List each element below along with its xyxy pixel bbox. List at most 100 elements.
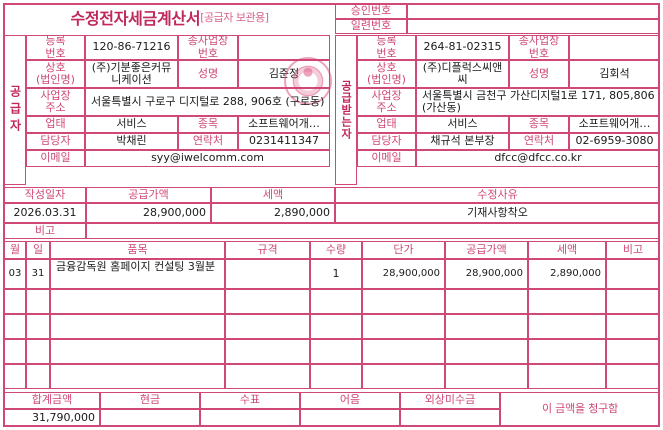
supply-amount-value[interactable]: 28,900,000 (86, 203, 211, 223)
table-row-month[interactable] (4, 314, 26, 339)
table-row-day[interactable] (26, 339, 50, 364)
supplier-contact-name[interactable]: 박채린 (85, 133, 178, 150)
charge-note: 이 금액을 청구함 (500, 392, 660, 427)
table-row-remark[interactable] (606, 314, 660, 339)
table-row-qty[interactable]: 1 (310, 259, 362, 289)
table-row-month[interactable]: 03 (4, 259, 26, 289)
supplier-company-label: 상호 (법인명) (26, 60, 85, 88)
table-row-remark[interactable] (606, 364, 660, 389)
recipient-email-value[interactable]: dfcc@dfcc.co.kr (416, 150, 660, 167)
items-col-tax: 세액 (528, 241, 606, 259)
table-row-spec[interactable] (225, 364, 310, 389)
total-amount-label: 합계금액 (4, 392, 100, 409)
promissory-note-value[interactable] (300, 409, 400, 427)
items-col-unit-price: 단가 (362, 241, 445, 259)
supplier-reg-no-value[interactable]: 120-86-71216 (85, 35, 178, 60)
supplier-address-label: 사업장 주소 (26, 88, 85, 116)
amend-reason-value[interactable]: 기재사항착오 (335, 203, 660, 223)
recipient-reg-no-value[interactable]: 264-81-02315 (416, 35, 509, 60)
recipient-side-label: 공급받는자 (335, 35, 357, 185)
supplier-address-value[interactable]: 서울특별시 구로구 디지털로 288, 906호 (구로동) (85, 88, 330, 116)
supplier-phone-value[interactable]: 0231411347 (238, 133, 330, 150)
table-row-supply[interactable]: 28,900,000 (445, 259, 528, 289)
recipient-phone-value[interactable]: 02-6959-3080 (569, 133, 660, 150)
supplier-email-value[interactable]: syy@iwelcomm.com (85, 150, 330, 167)
supplier-contact-label: 담당자 (26, 133, 85, 150)
serial-number-value[interactable] (407, 19, 660, 34)
recipient-biz-type-label: 업태 (357, 116, 416, 133)
recipient-phone-label: 연락처 (509, 133, 569, 150)
issue-date-value[interactable]: 2026.03.31 (4, 203, 86, 223)
table-row-qty[interactable] (310, 314, 362, 339)
credit-receivable-value[interactable] (400, 409, 500, 427)
table-row-supply[interactable] (445, 364, 528, 389)
total-amount-value[interactable]: 31,790,000 (4, 409, 100, 427)
items-col-remark: 비고 (606, 241, 660, 259)
table-row-tax[interactable] (528, 289, 606, 314)
table-row-supply[interactable] (445, 289, 528, 314)
recipient-company-name[interactable]: (주)디플럭스씨앤씨 (416, 60, 509, 88)
recipient-contact-name[interactable]: 채규석 본부장 (416, 133, 509, 150)
recipient-biz-type-value[interactable]: 서비스 (416, 116, 509, 133)
table-row-remark[interactable] (606, 339, 660, 364)
remark-value[interactable] (86, 223, 660, 239)
table-row-day[interactable] (26, 314, 50, 339)
table-row-spec[interactable] (225, 314, 310, 339)
supplier-biz-item-value[interactable]: 소프트웨어개… (238, 116, 330, 133)
table-row-tax[interactable] (528, 364, 606, 389)
recipient-biz-item-value[interactable]: 소프트웨어개… (569, 116, 660, 133)
recipient-ceo-name[interactable]: 김회석 (569, 60, 660, 88)
table-row-spec[interactable] (225, 289, 310, 314)
supplier-company-name[interactable]: (주)기분좋은커뮤니케이션 (85, 60, 178, 88)
supplier-biz-type-label: 업태 (26, 116, 85, 133)
table-row-unit-price[interactable] (362, 364, 445, 389)
table-row-tax[interactable]: 2,890,000 (528, 259, 606, 289)
table-row-tax[interactable] (528, 314, 606, 339)
table-row-unit-price[interactable]: 28,900,000 (362, 259, 445, 289)
table-row-spec[interactable] (225, 259, 310, 289)
recipient-address-value[interactable]: 서울특별시 금천구 가산디지털1로 171, 805,806 (가산동) (416, 88, 660, 116)
supplier-sub-biz-no-label: 종사업장 번호 (178, 35, 238, 60)
table-row-spec[interactable] (225, 339, 310, 364)
items-col-name: 품목 (50, 241, 225, 259)
table-row-unit-price[interactable] (362, 289, 445, 314)
supplier-biz-type-value[interactable]: 서비스 (85, 116, 178, 133)
table-row-month[interactable] (4, 289, 26, 314)
serial-number-label: 일련번호 (335, 19, 407, 34)
table-row-day[interactable] (26, 364, 50, 389)
recipient-company-label: 상호 (법인명) (357, 60, 416, 88)
supplier-sub-biz-no-value[interactable] (238, 35, 330, 60)
table-row-supply[interactable] (445, 339, 528, 364)
table-row-day[interactable]: 31 (26, 259, 50, 289)
table-row-unit-price[interactable] (362, 339, 445, 364)
table-row-item-name[interactable] (50, 364, 225, 389)
table-row-qty[interactable] (310, 339, 362, 364)
supplier-phone-label: 연락처 (178, 133, 238, 150)
table-row-unit-price[interactable] (362, 314, 445, 339)
table-row-day[interactable] (26, 289, 50, 314)
supplier-ceo-name[interactable]: 김준정 (238, 60, 330, 88)
table-row-month[interactable] (4, 364, 26, 389)
table-row-qty[interactable] (310, 289, 362, 314)
table-row-item-name[interactable]: 금융감독원 홈페이지 컨설팅 3월분 (50, 259, 225, 289)
table-row-qty[interactable] (310, 364, 362, 389)
table-row-remark[interactable] (606, 289, 660, 314)
cash-value[interactable] (100, 409, 200, 427)
table-row-item-name[interactable] (50, 339, 225, 364)
approval-number-value[interactable] (407, 4, 660, 19)
recipient-sub-biz-no-value[interactable] (569, 35, 660, 60)
table-row-tax[interactable] (528, 339, 606, 364)
tax-amount-value[interactable]: 2,890,000 (211, 203, 335, 223)
table-row-supply[interactable] (445, 314, 528, 339)
supplier-email-label: 이메일 (26, 150, 85, 167)
tax-amount-label: 세액 (211, 187, 335, 203)
promissory-note-label: 어음 (300, 392, 400, 409)
table-row-item-name[interactable] (50, 289, 225, 314)
table-row-month[interactable] (4, 339, 26, 364)
table-row-item-name[interactable] (50, 314, 225, 339)
charge-note-text: 이 금액을 청구함 (541, 402, 619, 416)
recipient-sub-biz-no-label: 종사업장 번호 (509, 35, 569, 60)
check-value[interactable] (200, 409, 300, 427)
table-row-remark[interactable] (606, 259, 660, 289)
